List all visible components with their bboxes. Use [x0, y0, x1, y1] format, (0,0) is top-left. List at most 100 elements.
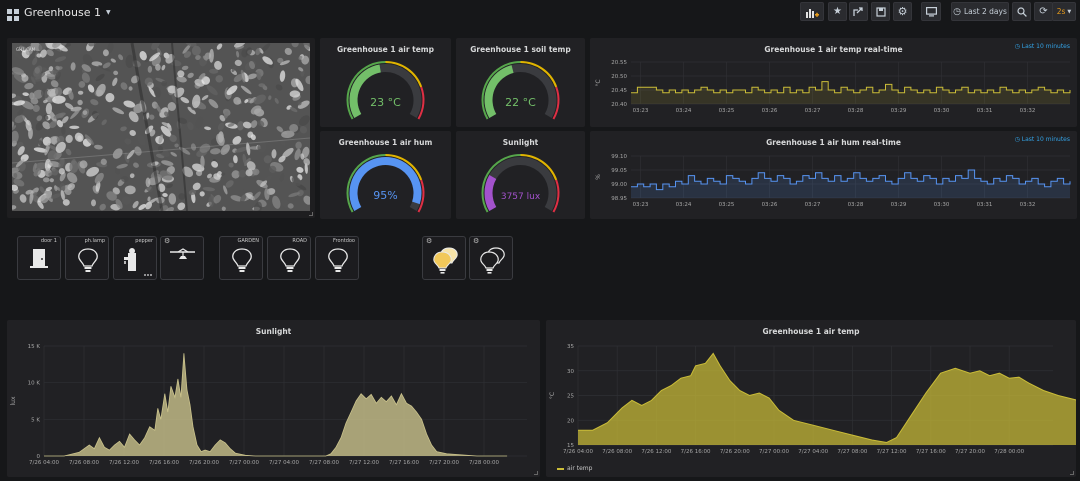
leaf-texture: [102, 62, 111, 69]
switch-road[interactable]: ROAD: [267, 236, 311, 280]
leaf-texture: [84, 134, 94, 145]
star-icon: ★: [833, 6, 842, 17]
leaf-texture: [262, 56, 273, 65]
leaf-texture: [216, 133, 225, 146]
refresh-button[interactable]: ⟳: [1034, 2, 1053, 21]
leaf-texture: [281, 130, 295, 139]
threshold-ring-ok: [481, 61, 521, 120]
door-icon: [30, 249, 48, 268]
switch-door-1[interactable]: door 1: [17, 236, 61, 280]
leaf-texture: [168, 193, 177, 205]
leaf-texture: [12, 184, 19, 191]
leaf-texture: [47, 150, 57, 161]
leaf-texture: [43, 99, 48, 104]
threshold-ring-warn: [520, 154, 558, 181]
y-tick-label: 99.05: [611, 168, 627, 174]
save-button[interactable]: [871, 2, 890, 21]
x-tick-label: 7/27 04:00: [269, 460, 299, 466]
leaf-texture: [244, 99, 249, 104]
leaf-texture: [247, 131, 254, 138]
leaf-texture: [199, 195, 208, 206]
leaf-texture: [215, 75, 223, 83]
share-icon: [853, 6, 863, 16]
clock-icon: ◷: [1014, 136, 1022, 143]
gauge-chart: 23 °C: [346, 61, 425, 120]
leaf-texture: [55, 141, 66, 153]
leaf-texture: [297, 101, 302, 106]
leaf-texture: [240, 69, 246, 83]
gauge-panel-sunlight: Sunlight 3757 lux: [456, 131, 585, 219]
panel-resize-handle[interactable]: [1070, 471, 1074, 475]
leaf-texture: [202, 187, 215, 192]
y-tick-label: 5 K: [31, 417, 40, 423]
leaf-texture: [279, 60, 290, 66]
leaf-texture: [46, 73, 57, 80]
share-button[interactable]: [849, 2, 868, 21]
leaf-texture: [139, 51, 147, 61]
leaf-texture: [240, 85, 252, 95]
leaf-texture: [199, 191, 205, 197]
top-bar: Greenhouse 1 ▼ ★ ⚙ ◷ Last 2 days ⟳ 2s ▼: [0, 0, 1080, 26]
switch-group-on[interactable]: ⚙: [422, 236, 466, 280]
leaf-texture: [53, 112, 66, 119]
panel-title: Greenhouse 1 air temp real-time: [764, 45, 903, 54]
leaf-texture: [276, 126, 284, 132]
switch-ph-lamp[interactable]: ph.lamp: [65, 236, 109, 280]
add-panel-button[interactable]: [800, 2, 824, 21]
leaf-texture: [234, 43, 246, 48]
realtime-temp-chart: 20.40 20.45 20.50 20.55 03:23 03:24 03:25 03:26…: [595, 60, 1071, 114]
leaf-texture: [37, 200, 44, 209]
refresh-icon: ⟳: [1039, 6, 1048, 17]
leaf-texture: [33, 168, 42, 177]
time-range-label: Last 2 days: [963, 7, 1007, 16]
leaf-texture: [257, 120, 265, 127]
tv-mode-button[interactable]: [921, 2, 941, 21]
leaf-texture: [190, 143, 197, 151]
leaf-texture: [213, 173, 221, 180]
gauge-chart: 22 °C: [481, 61, 560, 120]
star-button[interactable]: ★: [828, 2, 847, 21]
leaf-texture: [299, 125, 308, 134]
leaf-texture: [242, 153, 247, 165]
panel-title: Greenhouse 1 air temp: [762, 327, 860, 336]
leaf-texture: [55, 65, 60, 70]
caret-down-icon: ▼: [105, 9, 111, 16]
panel-title: Greenhouse 1 soil temp: [470, 45, 571, 54]
leaf-texture: [98, 65, 111, 72]
leaf-texture: [90, 99, 99, 106]
leaf-texture: [304, 162, 308, 174]
leaf-texture: [236, 50, 240, 58]
leaf-texture: [167, 102, 177, 111]
leaf-texture: [297, 189, 304, 197]
refresh-interval-picker[interactable]: 2s ▼: [1052, 2, 1076, 21]
switch-garden[interactable]: GARDEN: [219, 236, 263, 280]
leaf-texture: [282, 147, 294, 158]
leaf-texture: [78, 81, 86, 88]
leaf-texture: [198, 73, 206, 81]
leaf-texture: [303, 43, 310, 50]
dashboard-title-picker[interactable]: Greenhouse 1 ▼: [24, 5, 111, 20]
gauge-value-arc: [349, 157, 422, 211]
leaf-texture: [13, 100, 26, 106]
time-range-picker[interactable]: ◷ Last 2 days: [951, 2, 1009, 21]
panel-resize-handle[interactable]: [534, 471, 538, 475]
leaf-texture: [33, 89, 44, 99]
leaf-texture: [113, 70, 119, 76]
leaf-texture: [232, 136, 242, 145]
zoom-out-button[interactable]: [1012, 2, 1031, 21]
leaf-texture: [203, 55, 208, 61]
leaf-texture: [32, 57, 38, 66]
switch-group-off[interactable]: ⚙: [469, 236, 513, 280]
leaf-texture: [70, 62, 76, 71]
settings-button[interactable]: ⚙: [893, 2, 912, 21]
leaf-texture: [250, 105, 262, 115]
leaf-texture: [233, 96, 242, 105]
water-pump-icon: [124, 248, 152, 276]
leaf-texture: [91, 61, 103, 67]
panel-resize-handle[interactable]: [309, 212, 313, 216]
switch-frontdoor[interactable]: Frontdoo: [315, 236, 359, 280]
bulb-group-on-icon: [433, 247, 458, 274]
leaf-texture: [284, 47, 292, 55]
switch-ceiling-lamp[interactable]: ⚙: [160, 236, 204, 280]
switch-pepper[interactable]: pepper: [113, 236, 157, 280]
